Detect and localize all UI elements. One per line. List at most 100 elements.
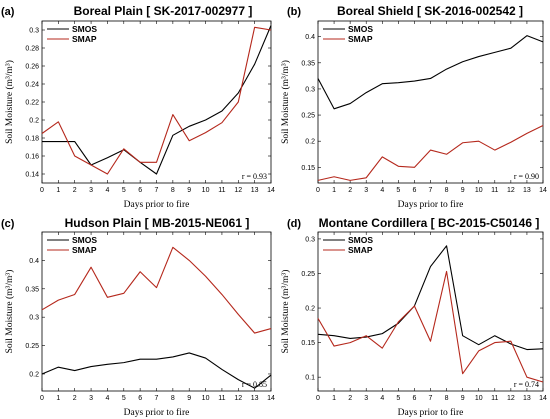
y-tick-label: 0.14 [25, 172, 39, 179]
x-tick-label: 13 [523, 395, 531, 402]
correlation-label: r = 0.90 [514, 172, 539, 181]
x-tick-label: 13 [523, 187, 531, 194]
legend-label: SMOS [72, 24, 97, 34]
y-tick-label: 0.1 [305, 375, 315, 382]
x-tick-label: 1 [56, 187, 60, 194]
chart-panel-0: (a) Boreal Plain [ SK-2017-002977 ]0 1 2 3 4 5… [1, 4, 275, 210]
x-tick-label: 1 [332, 395, 336, 402]
y-axis-label: Soil Moisture (m³/m³) [280, 270, 291, 354]
x-tick-label: 3 [89, 187, 93, 194]
x-axis-label: Days prior to fire [398, 199, 464, 210]
x-tick-label: 8 [171, 187, 175, 194]
y-tick-label: 0.2 [29, 371, 39, 378]
y-tick-label: 0.24 [25, 82, 39, 89]
legend-label: SMOS [348, 24, 373, 34]
x-tick-label: 3 [89, 395, 93, 402]
series-line-smos [42, 25, 272, 175]
x-tick-label: 14 [267, 395, 275, 402]
x-tick-label: 9 [461, 187, 465, 194]
chart-title: Hudson Plain [ MB-2015-NE061 ] [65, 216, 250, 230]
x-tick-label: 11 [218, 395, 225, 402]
x-tick-label: 9 [187, 395, 191, 402]
y-tick-label: 0.2 [305, 139, 315, 146]
correlation-label: r = 0.85 [242, 380, 267, 389]
x-tick-label: 6 [138, 187, 142, 194]
y-tick-label: 0.3 [29, 28, 39, 35]
x-tick-label: 6 [138, 395, 142, 402]
x-tick-label: 1 [56, 395, 60, 402]
x-tick-label: 11 [218, 187, 225, 194]
series-line-smap [41, 26, 272, 175]
x-tick-label: 9 [187, 187, 191, 194]
legend-label: SMAP [72, 245, 97, 255]
x-tick-label: 11 [491, 187, 498, 194]
x-tick-label: 13 [251, 395, 259, 402]
y-tick-label: 0.4 [29, 258, 39, 265]
x-tick-label: 3 [364, 187, 368, 194]
legend-label: SMOS [72, 235, 97, 245]
y-tick-label: 0.22 [25, 100, 39, 107]
correlation-label: r = 0.93 [242, 172, 267, 181]
y-axis-label: Soil Moisture (m³/m³) [4, 60, 15, 144]
series-line-smos [317, 35, 544, 110]
y-tick-label: 0.18 [25, 136, 39, 143]
x-tick-label: 3 [364, 395, 368, 402]
x-tick-label: 2 [348, 187, 352, 194]
x-axis-label: Days prior to fire [398, 407, 464, 418]
x-tick-label: 10 [202, 187, 210, 194]
x-tick-label: 7 [429, 395, 433, 402]
y-axis-label: Soil Moisture (m³/m³) [4, 270, 15, 354]
x-tick-label: 4 [105, 187, 109, 194]
x-tick-label: 14 [539, 395, 547, 402]
y-axis-label: Soil Moisture (m³/m³) [280, 60, 291, 144]
y-tick-label: 0.3 [305, 86, 315, 93]
x-tick-label: 9 [461, 395, 465, 402]
x-tick-label: 4 [380, 395, 384, 402]
panel-label: (b) [287, 6, 301, 18]
legend-label: SMAP [348, 34, 373, 44]
x-tick-label: 8 [171, 395, 175, 402]
chart-panel-1: (b) Boreal Shield [ SK-2016-002542 ]0 1 2 3 4… [280, 4, 547, 210]
y-tick-label: 0.25 [301, 271, 315, 278]
x-tick-label: 12 [507, 395, 515, 402]
x-tick-label: 7 [155, 187, 159, 194]
x-tick-label: 6 [412, 187, 416, 194]
x-tick-label: 2 [73, 187, 77, 194]
series-line-smos [317, 245, 544, 351]
y-tick-label: 0.25 [301, 113, 315, 120]
y-tick-label: 0.3 [29, 315, 39, 322]
panel-label: (d) [287, 218, 301, 230]
x-tick-label: 12 [234, 395, 242, 402]
series-line-smos [41, 352, 272, 389]
legend-label: SMOS [348, 235, 373, 245]
x-tick-label: 4 [380, 187, 384, 194]
correlation-label: r = 0.74 [514, 380, 539, 389]
x-tick-label: 10 [202, 395, 210, 402]
x-tick-label: 10 [475, 187, 483, 194]
x-tick-label: 5 [396, 187, 400, 194]
x-tick-label: 10 [475, 395, 483, 402]
x-tick-label: 1 [332, 187, 336, 194]
x-axis-label: Days prior to fire [124, 199, 190, 210]
chart-panel-2: (c) Hudson Plain [ MB-2015-NE061 ]0 1 2 3 4 5 6… [1, 216, 275, 418]
y-tick-label: 0.4 [305, 34, 315, 41]
y-tick-label: 0.26 [25, 64, 39, 71]
x-tick-label: 8 [445, 395, 449, 402]
x-tick-label: 7 [155, 395, 159, 402]
series-line-smap [317, 125, 544, 181]
y-tick-label: 0.16 [25, 154, 39, 161]
x-tick-label: 2 [73, 395, 77, 402]
panel-label: (a) [1, 6, 15, 18]
y-tick-label: 0.2 [29, 118, 39, 125]
x-tick-label: 2 [348, 395, 352, 402]
chart-title: Montane Cordillera [ BC-2015-C50146 ] [319, 216, 540, 230]
y-tick-label: 0.2 [305, 306, 315, 313]
series-line-smap [317, 270, 544, 383]
x-tick-label: 11 [491, 395, 498, 402]
y-tick-label: 0.15 [301, 165, 315, 172]
y-tick-label: 0.15 [301, 340, 315, 347]
x-tick-label: 5 [396, 395, 400, 402]
panel-label: (c) [1, 218, 15, 230]
y-tick-label: 0.28 [25, 46, 39, 53]
